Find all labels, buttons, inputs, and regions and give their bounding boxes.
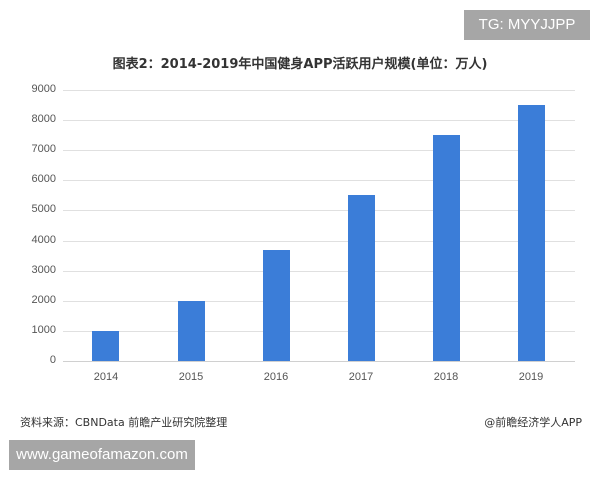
bar-2017 [348,195,375,361]
publisher-credit: @前瞻经济学人APP [484,416,582,429]
bar-2018 [433,135,460,361]
gridline [63,241,575,242]
y-tick-label: 0 [49,354,56,366]
url-watermark-badge: www.gameofamazon.com [9,440,195,470]
x-tick-label: 2014 [93,371,119,383]
gridline [63,301,575,302]
x-tick-label: 2019 [518,371,544,383]
gridline [63,90,575,91]
y-tick-label: 3000 [31,264,56,276]
gridline [63,150,575,151]
y-tick-label: 6000 [31,173,56,185]
chart-title: 图表2：2014-2019年中国健身APP活跃用户规模(单位：万人) [112,57,488,72]
gridline [63,331,575,332]
gridline [63,271,575,272]
gridline [63,120,575,121]
y-tick-label: 7000 [31,143,56,155]
y-tick-label: 5000 [31,203,56,215]
x-axis-line [63,361,575,362]
bar-chart-plot: 0 1000 2000 3000 4000 5000 6000 7000 800… [31,83,575,383]
bar-2016 [263,250,290,361]
y-tick-label: 8000 [31,113,56,125]
bar-2014 [92,331,119,361]
gridline [63,210,575,211]
y-tick-label: 2000 [31,294,56,306]
y-tick-label: 1000 [31,324,56,336]
data-source-note: 资料来源：CBNData 前瞻产业研究院整理 [20,416,228,429]
tg-watermark-badge: TG: MYYJJPP [464,10,590,40]
x-tick-label: 2015 [178,371,204,383]
bar-2019 [518,105,545,361]
y-tick-label: 9000 [31,83,56,95]
x-tick-label: 2017 [348,371,374,383]
x-tick-label: 2018 [433,371,459,383]
y-tick-label: 4000 [31,234,56,246]
x-tick-label: 2016 [263,371,289,383]
bar-2015 [178,301,205,361]
gridline [63,180,575,181]
